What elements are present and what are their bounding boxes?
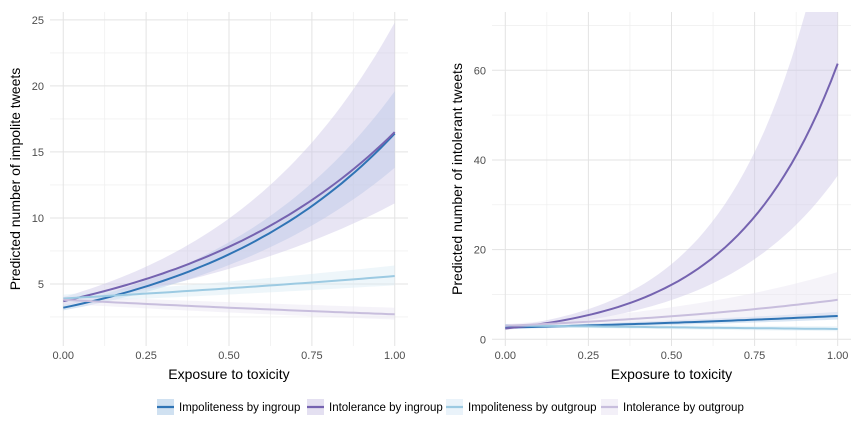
series-line-impoliteness-by-outgroup — [505, 324, 838, 330]
x-tick-label: 1.00 — [384, 350, 405, 362]
legend-label: Intolerance by ingroup — [329, 402, 443, 414]
legend-label: Intolerance by outgroup — [623, 402, 744, 414]
x-tick-label: 0.25 — [578, 350, 599, 362]
series-line-impoliteness-by-outgroup — [63, 275, 395, 300]
legend-item-impoliteness-by-ingroup: Impoliteness by ingroup — [157, 399, 300, 415]
left-panel: 0.00 0.25 0.50 0.75 1.00 5 10 15 20 25 Exposure to… — [7, 12, 408, 382]
plot-area — [505, 12, 839, 332]
series-line-intolerance-by-outgroup — [505, 298, 838, 327]
x-axis-title: Exposure to toxicity — [611, 366, 732, 382]
y-tick-label: 25 — [32, 15, 44, 27]
plot-area — [63, 22, 396, 320]
x-tick-label: 1.00 — [827, 350, 848, 362]
y-axis-title: Predicted number of impolite tweets — [7, 68, 23, 291]
right-panel: 0.00 0.25 0.50 0.75 1.00 0 20 40 60 Exposure to t… — [449, 12, 851, 382]
x-tick-label: 0.50 — [661, 350, 682, 362]
y-tick-label: 20 — [32, 81, 44, 93]
y-tick-label: 15 — [32, 147, 44, 159]
gridlines — [50, 12, 408, 346]
y-tick-label: 40 — [474, 155, 486, 167]
ci-ribbon-impoliteness-by-ingroup — [63, 91, 395, 311]
y-tick-label: 20 — [474, 245, 486, 257]
legend-label: Impoliteness by outgroup — [468, 402, 597, 414]
legend: Impoliteness by ingroup Intolerance by in… — [157, 399, 744, 415]
gridlines — [492, 12, 851, 346]
ci-ribbon-intolerance-by-outgroup — [505, 272, 838, 328]
legend-item-intolerance-by-ingroup: Intolerance by ingroup — [307, 399, 443, 415]
x-axis-title: Exposure to toxicity — [168, 366, 289, 382]
ci-ribbon-intolerance-by-ingroup — [505, 12, 838, 330]
legend-item-impoliteness-by-outgroup: Impoliteness by outgroup — [446, 399, 597, 415]
series-line-intolerance-by-ingroup — [63, 131, 396, 303]
x-tick-label: 0.75 — [301, 350, 322, 362]
x-tick-label: 0.50 — [218, 350, 239, 362]
y-tick-label: 0 — [480, 334, 486, 346]
legend-label: Impoliteness by ingroup — [179, 402, 300, 414]
y-axis-title: Predicted number of intolerant tweets — [449, 63, 465, 295]
series-line-intolerance-by-outgroup — [63, 298, 395, 316]
x-tick-label: 0.25 — [135, 350, 156, 362]
x-tick-label: 0.00 — [53, 350, 74, 362]
x-tick-label: 0.00 — [495, 350, 516, 362]
x-tick-label: 0.75 — [744, 350, 765, 362]
legend-item-intolerance-by-outgroup: Intolerance by outgroup — [601, 399, 744, 415]
ci-ribbon-intolerance-by-ingroup — [63, 22, 395, 306]
series-line-intolerance-by-ingroup — [505, 63, 839, 330]
y-tick-label: 10 — [32, 213, 44, 225]
y-tick-label: 60 — [474, 65, 486, 77]
y-tick-label: 5 — [38, 279, 44, 291]
